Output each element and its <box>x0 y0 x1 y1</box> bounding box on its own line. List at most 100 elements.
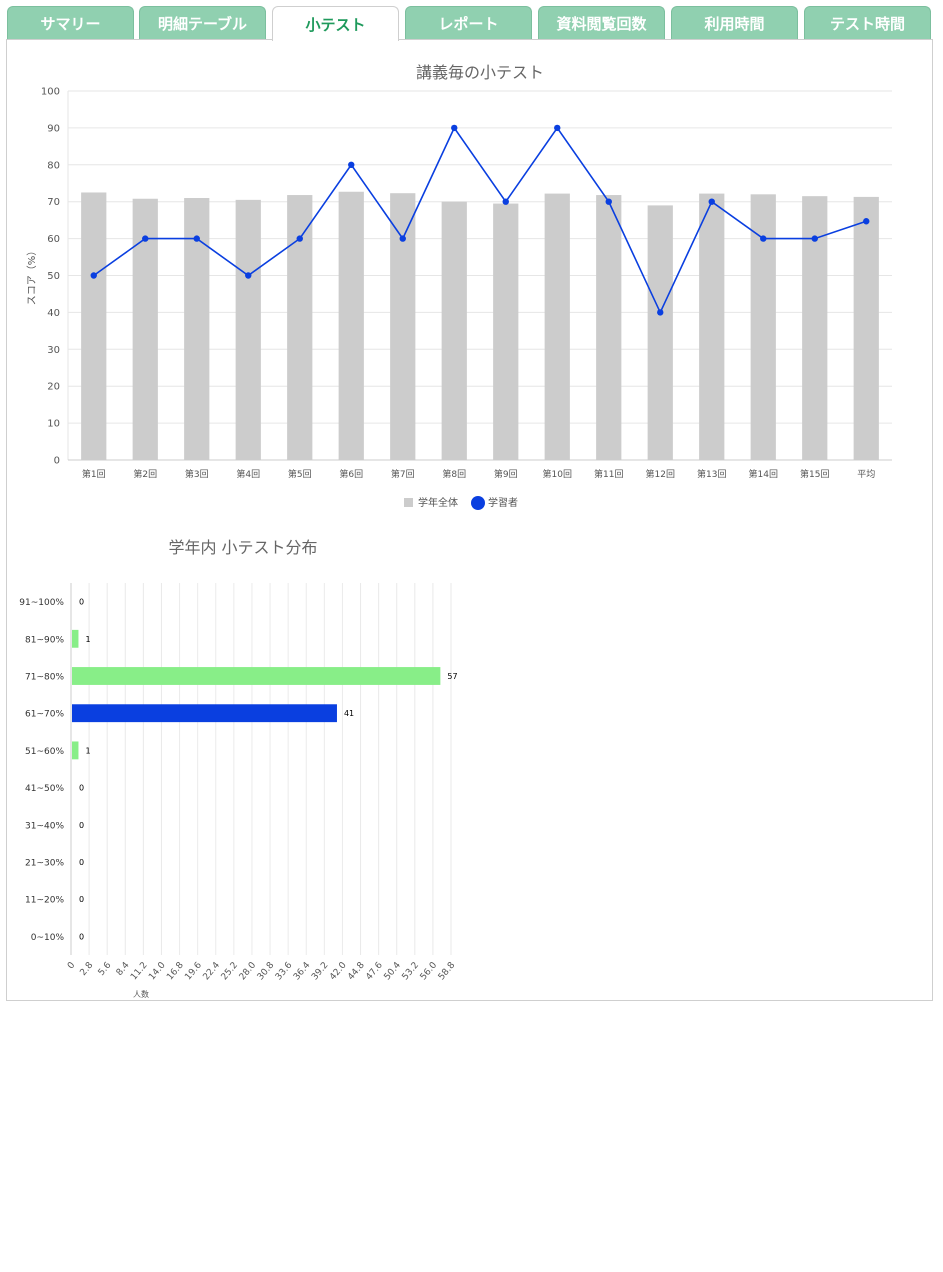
legend-swatch-grade <box>404 498 413 507</box>
x-tick-label: 25.2 <box>220 961 241 983</box>
tab-1[interactable]: サマリー <box>7 6 134 40</box>
y-tick-label: 80 <box>47 160 60 171</box>
bar-grade-8 <box>441 201 467 460</box>
learner-point-14 <box>760 235 767 242</box>
tab-6[interactable]: 利用時間 <box>671 6 798 40</box>
x-tick-label: 42.0 <box>328 960 349 982</box>
learner-point-9 <box>502 198 509 205</box>
x-tick-label: 14.0 <box>147 960 168 982</box>
dist-bar-2 <box>72 629 79 648</box>
y-tick-label: 50 <box>47 271 60 282</box>
y-tick-label: 40 <box>47 308 60 319</box>
chart-title: 学年内 小テスト分布 <box>168 538 317 557</box>
legend-label-grade: 学年全体 <box>418 496 458 509</box>
y-tick-label: 10 <box>47 419 60 430</box>
value-label: 57 <box>447 672 457 681</box>
y-tick-label: 61~70% <box>25 710 64 720</box>
y-tick-label: 71~80% <box>25 673 64 683</box>
learner-point-12 <box>657 309 664 316</box>
x-tick-label: 30.8 <box>256 960 277 982</box>
learner-point-7 <box>399 235 406 242</box>
x-tick-label: 第1回 <box>82 468 106 480</box>
value-label: 0 <box>79 598 84 607</box>
y-tick-label: 20 <box>47 382 60 393</box>
x-tick-label: 47.6 <box>364 960 385 982</box>
y-tick-label: 11~20% <box>25 896 64 906</box>
learner-line <box>93 126 867 315</box>
learner-point-15 <box>811 235 818 242</box>
learner-point-13 <box>708 198 715 205</box>
dist-bar-4 <box>72 704 337 723</box>
quiz-panel: 講義毎の小テスト 0 10 20 30 40 50 60 70 80 90 100 スコア（%） 第1回第… <box>6 39 933 1001</box>
tab-3[interactable]: 小テスト <box>272 6 399 41</box>
bar-grade-1 <box>81 192 107 460</box>
x-tick-label: 第13回 <box>697 468 726 480</box>
tab-5[interactable]: 資料閲覧回数 <box>538 6 665 40</box>
bar-grade-4 <box>235 199 261 461</box>
y-tick-label: 91~100% <box>19 598 64 608</box>
bar-grade-9 <box>493 203 519 461</box>
x-tick-label: 44.8 <box>346 960 367 982</box>
y-tick-label: 0~10% <box>31 933 65 943</box>
x-tick-label: 第5回 <box>288 468 312 480</box>
x-tick-label: 第3回 <box>185 468 209 480</box>
bar-grade-11 <box>596 195 622 461</box>
x-tick-label: 33.6 <box>274 960 295 982</box>
learner-point-5 <box>296 235 303 242</box>
x-tick-label: 58.8 <box>437 960 458 982</box>
bar-grade-5 <box>287 195 313 461</box>
learner-point-11 <box>605 198 612 205</box>
x-tick-label: 28.0 <box>238 960 259 982</box>
x-tick-label: 第10回 <box>543 468 572 480</box>
lecture-quiz-chart: 講義毎の小テスト 0 10 20 30 40 50 60 70 80 90 100 スコア（%） 第1回 第… <box>26 63 892 510</box>
y-tick-label: 90 <box>47 123 60 134</box>
y-tick-label: 30 <box>47 345 60 356</box>
tab-4[interactable]: レポート <box>405 6 532 40</box>
x-tick-label: 5.6 <box>97 960 114 978</box>
bar-grade-2 <box>132 198 158 461</box>
bar-grade-13 <box>699 193 725 460</box>
x-tick-label: 平均 <box>857 468 875 480</box>
dist-bar-3 <box>72 667 441 685</box>
value-label: 0 <box>79 821 84 830</box>
x-tick-label: 第7回 <box>391 468 415 480</box>
y-tick-label: 60 <box>47 234 60 245</box>
x-tick-label: 第12回 <box>646 468 675 480</box>
value-label: 41 <box>344 709 354 718</box>
x-tick-label: 22.4 <box>202 960 223 982</box>
learner-point-10 <box>554 124 561 132</box>
bar-grade-7 <box>390 193 416 460</box>
x-tick-label: 第4回 <box>236 468 260 480</box>
bar-grade-6 <box>338 191 364 460</box>
x-tick-label: 第11回 <box>594 468 623 480</box>
learner-point-2 <box>142 235 149 242</box>
x-tick-label: 11.2 <box>129 961 150 983</box>
learner-point-8 <box>451 124 458 132</box>
learner-point-16 <box>863 218 870 225</box>
value-label: 0 <box>79 895 84 904</box>
x-tick-label: 第2回 <box>133 468 157 480</box>
value-label: 0 <box>79 858 84 867</box>
x-tick-label: 16.8 <box>165 960 186 982</box>
x-tick-label: 36.4 <box>292 960 313 982</box>
x-tick-label: 第6回 <box>339 468 363 480</box>
y-tick-label: 31~40% <box>25 821 64 831</box>
learner-point-4 <box>245 272 252 279</box>
learner-point-6 <box>348 161 355 168</box>
tab-2[interactable]: 明細テーブル <box>139 6 266 40</box>
legend-label-learner: 学習者 <box>488 496 518 509</box>
x-axis-label: 人数 <box>133 989 149 999</box>
x-tick-label: 第14回 <box>749 468 778 480</box>
x-tick-label: 2.8 <box>79 960 96 978</box>
y-tick-label: 0 <box>54 456 60 467</box>
value-label: 0 <box>79 784 84 793</box>
dist-bar-5 <box>72 741 79 760</box>
bar-grade-14 <box>750 194 776 460</box>
y-tick-label: 70 <box>47 197 60 208</box>
y-tick-label: 51~60% <box>25 747 64 757</box>
y-tick-label: 100 <box>41 87 60 98</box>
tab-7[interactable]: テスト時間 <box>804 6 931 40</box>
value-label: 1 <box>85 635 90 644</box>
x-tick-label: 0 <box>66 960 78 971</box>
